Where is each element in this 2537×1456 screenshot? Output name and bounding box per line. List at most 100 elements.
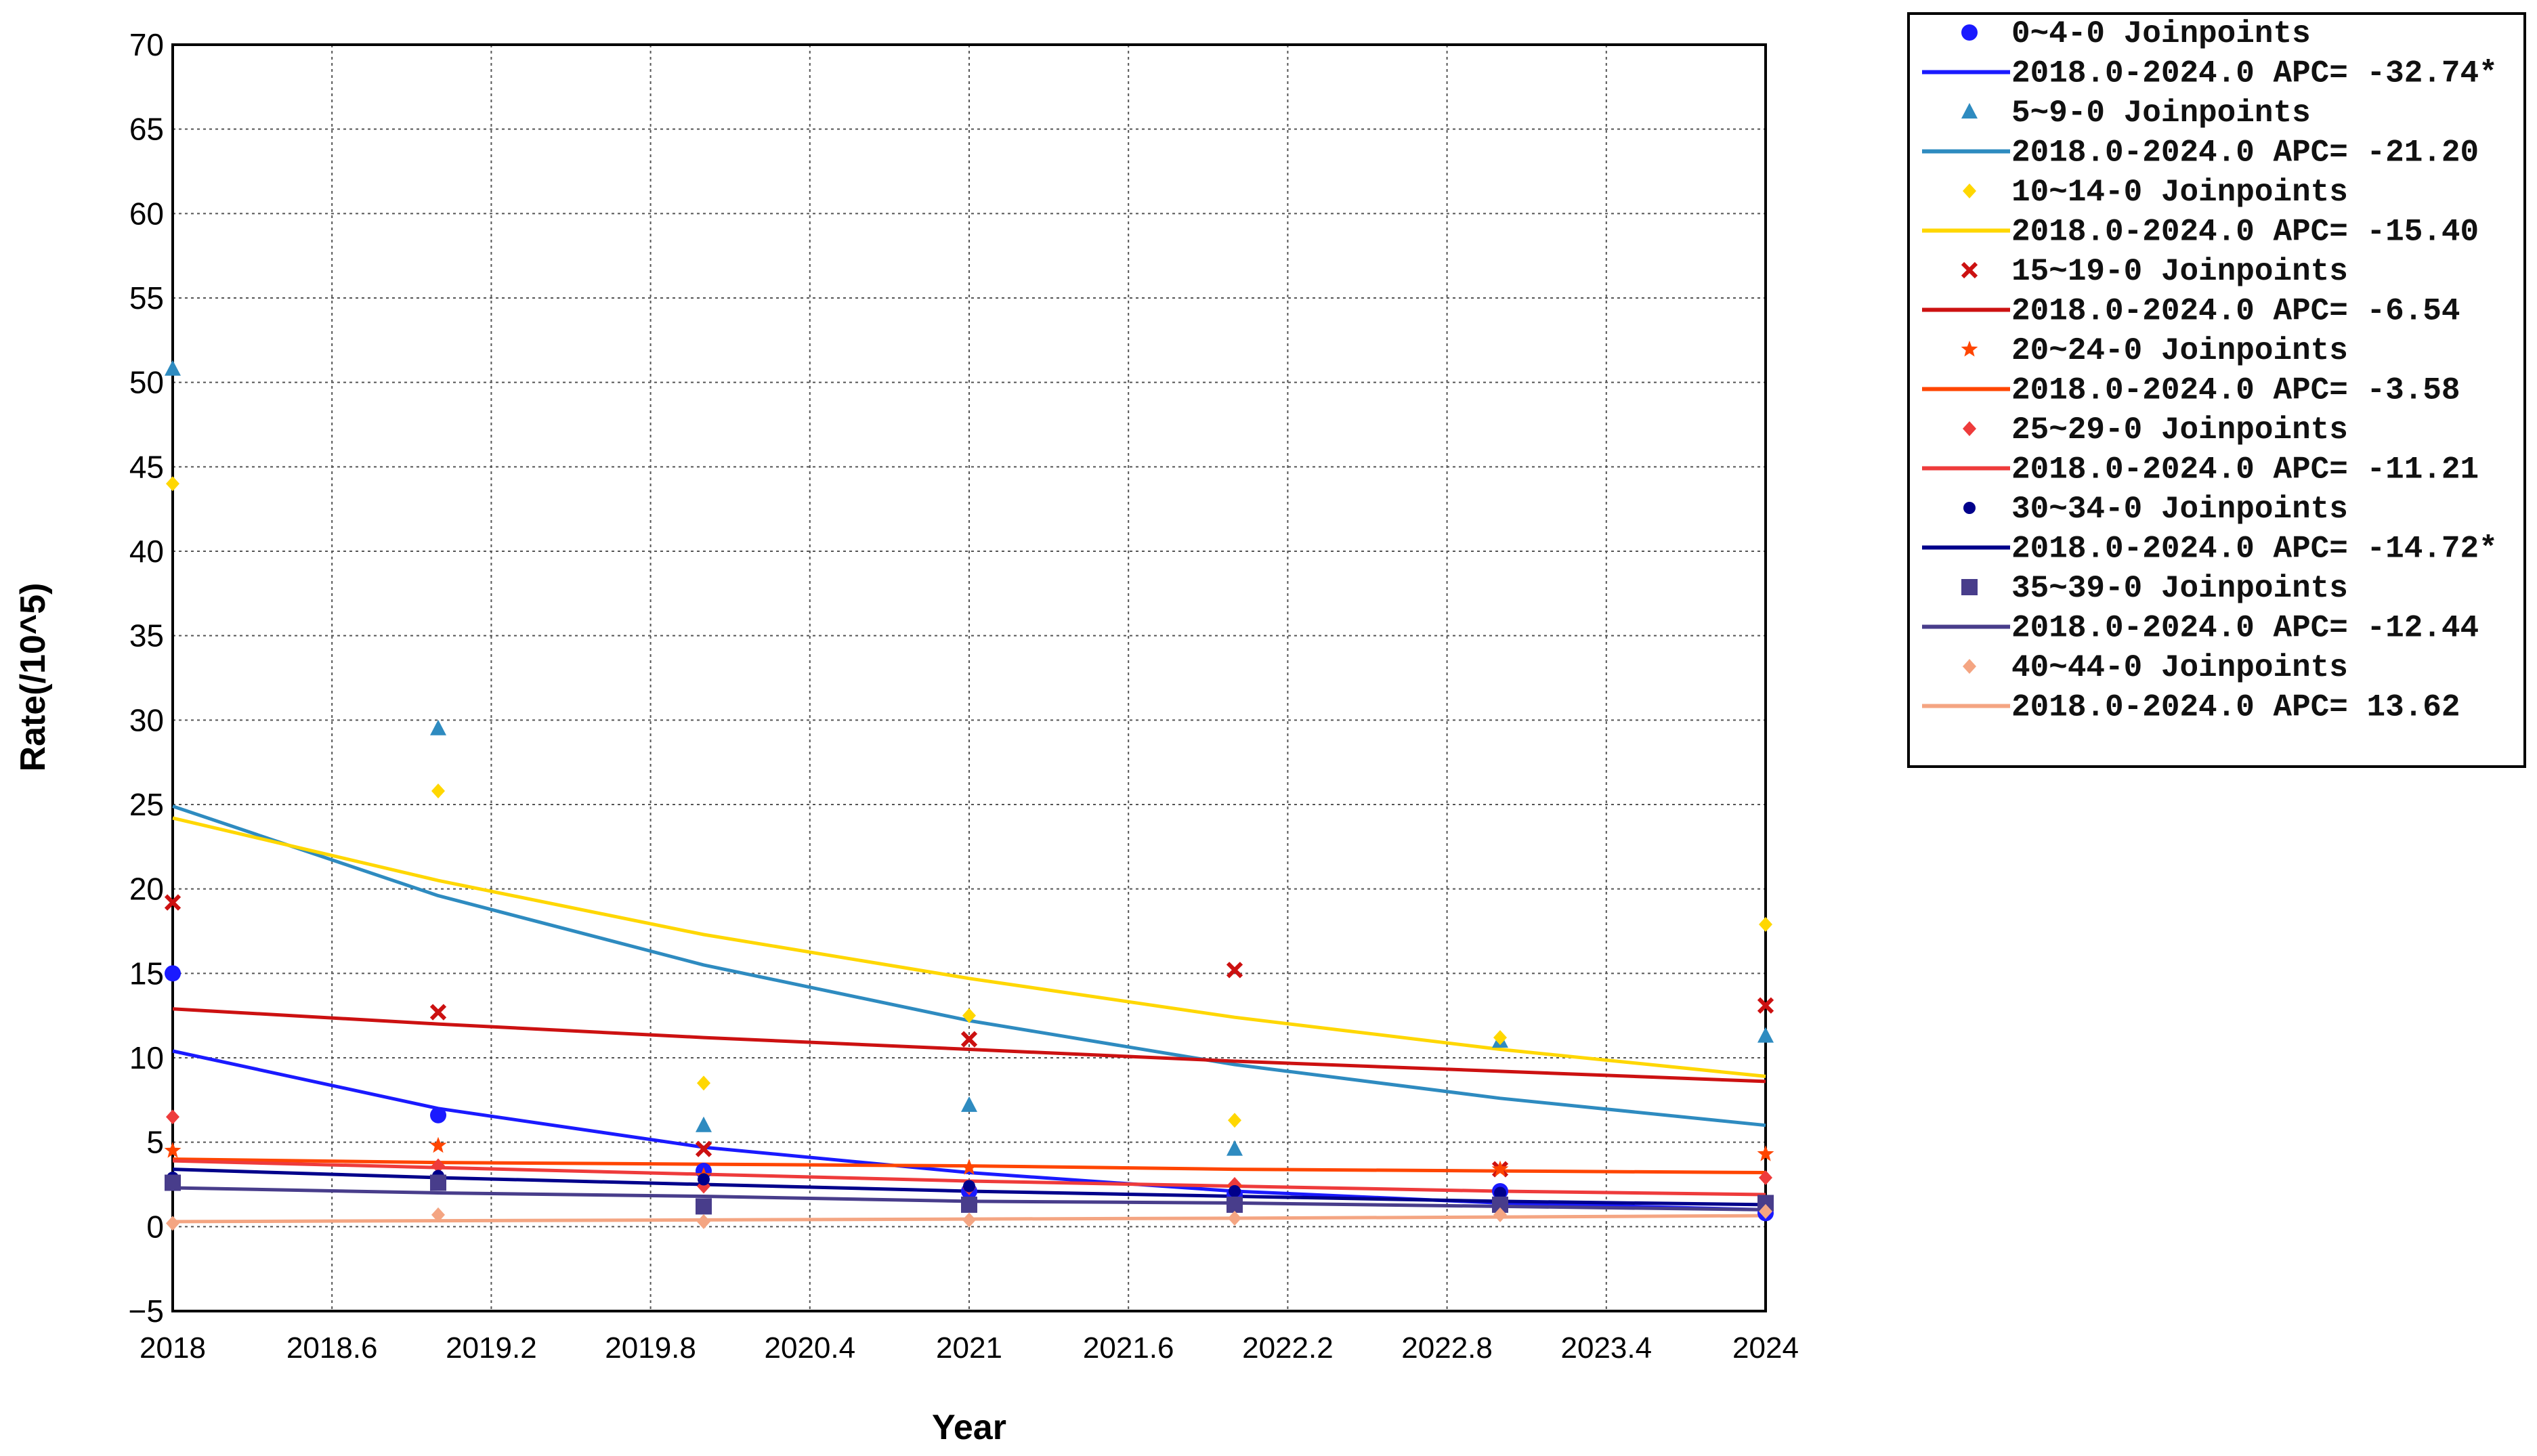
- observed-point-1: [430, 1107, 446, 1123]
- y-tick-label: 15: [129, 956, 164, 991]
- observed-point-4: [1226, 962, 1243, 979]
- observed-point-4: [695, 1140, 712, 1157]
- observed-point-5: [960, 1159, 978, 1175]
- observed-point-7: [698, 1173, 710, 1186]
- legend-series-name: 25~29-0 Joinpoints: [2011, 412, 2348, 448]
- legend-marker-2: [1961, 103, 1978, 119]
- fit-line-4: [172, 1007, 1766, 1084]
- y-tick-label: 70: [129, 27, 164, 62]
- observed-point-6: [431, 1158, 445, 1174]
- plot-frame: [171, 43, 1767, 1312]
- legend-marker-4: [1961, 261, 1978, 279]
- observed-point-9: [1759, 1203, 1772, 1219]
- x-tick-label: 2022.2: [1242, 1331, 1334, 1365]
- x-tick-label: 2019.2: [446, 1331, 537, 1365]
- observed-point-7: [963, 1180, 975, 1193]
- legend-marker-3: [1963, 184, 1976, 198]
- observed-point-3: [697, 1075, 710, 1091]
- observed-point-6: [166, 1109, 179, 1125]
- legend-series-name: 10~14-0 Joinpoints: [2011, 175, 2348, 210]
- observed-point-9: [431, 1207, 445, 1222]
- y-tick-label: 35: [129, 618, 164, 654]
- fit-line-3: [172, 816, 1766, 1078]
- observed-point-8: [430, 1174, 446, 1191]
- observed-point-9: [962, 1212, 976, 1228]
- legend: 0~4-0 Joinpoints 2018.0-2024.0 APC= -32.7…: [1907, 12, 2526, 768]
- x-axis-title: Year: [932, 1408, 1006, 1447]
- legend-fit-label: 2018.0-2024.0 APC= -12.44: [2011, 611, 2479, 646]
- legend-series-name: 0~4-0 Joinpoints: [2011, 16, 2311, 51]
- observed-point-2: [961, 1096, 977, 1112]
- legend-series-name: 15~19-0 Joinpoints: [2011, 254, 2348, 289]
- observed-point-9: [1493, 1207, 1507, 1222]
- observed-point-3: [1228, 1113, 1241, 1128]
- observed-point-8: [696, 1198, 712, 1215]
- observed-point-2: [165, 360, 181, 376]
- legend-series-name: 35~39-0 Joinpoints: [2011, 571, 2348, 606]
- legend-marker-5: [1961, 341, 1978, 357]
- observed-point-7: [1494, 1186, 1506, 1199]
- legend-marker-6: [1963, 421, 1976, 436]
- observed-point-3: [962, 1008, 976, 1023]
- legend-box: [1907, 12, 2526, 768]
- observed-point-4: [164, 894, 182, 911]
- legend-fit-label: 2018.0-2024.0 APC= -11.21: [2011, 452, 2479, 488]
- legend-fit-label: 2018.0-2024.0 APC= -15.40: [2011, 215, 2479, 250]
- y-tick-label: 25: [129, 787, 164, 822]
- y-tick-label: 50: [129, 365, 164, 400]
- observed-point-2: [696, 1116, 712, 1132]
- y-tick-label: 0: [146, 1209, 164, 1244]
- y-tick-label: 30: [129, 702, 164, 737]
- legend-fit-label: 2018.0-2024.0 APC= -21.20: [2011, 135, 2479, 171]
- observed-point-4: [1757, 997, 1774, 1014]
- observed-point-5: [164, 1142, 182, 1158]
- y-tick-label: 5: [146, 1125, 164, 1160]
- observed-point-2: [430, 719, 446, 735]
- observed-point-3: [431, 784, 445, 799]
- legend-marker-8: [1961, 579, 1978, 595]
- x-tick-label: 2021: [936, 1331, 1002, 1365]
- observed-point-3: [166, 476, 179, 492]
- x-tick-label: 2020.4: [765, 1331, 856, 1365]
- observed-point-9: [1228, 1210, 1241, 1226]
- x-axis-ticks: 2018 2018.6 2019.2 2019.8 2020.4 2021 2021.6 20…: [140, 1331, 1799, 1365]
- observed-point-5: [1757, 1145, 1774, 1161]
- legend-marker-9: [1963, 659, 1976, 674]
- observed-point-5: [1491, 1160, 1509, 1177]
- observed-point-8: [961, 1196, 977, 1213]
- y-axis-title: Rate(/10^5): [14, 583, 53, 772]
- y-tick-label: 40: [129, 534, 164, 569]
- x-tick-label: 2022.8: [1401, 1331, 1493, 1365]
- y-tick-label: −5: [129, 1293, 164, 1329]
- observed-point-1: [165, 965, 181, 982]
- observed-point-8: [165, 1174, 181, 1191]
- observed-point-2: [1757, 1027, 1774, 1043]
- legend-fit-label: 2018.0-2024.0 APC= -14.72*: [2011, 532, 2498, 567]
- observed-point-9: [166, 1216, 179, 1231]
- observed-point-4: [429, 1004, 447, 1021]
- observed-point-3: [1759, 917, 1772, 933]
- legend-series-name: 5~9-0 Joinpoints: [2011, 95, 2311, 131]
- legend-marker-1: [1961, 24, 1978, 41]
- x-tick-label: 2021.6: [1083, 1331, 1174, 1365]
- legend-fit-label: 2018.0-2024.0 APC= 13.62: [2011, 690, 2460, 725]
- y-tick-label: 60: [129, 196, 164, 231]
- legend-fit-label: 2018.0-2024.0 APC= -32.74*: [2011, 56, 2498, 91]
- x-tick-label: 2018.6: [286, 1331, 378, 1365]
- observed-point-2: [1227, 1140, 1243, 1156]
- x-tick-label: 2018: [140, 1331, 206, 1365]
- x-tick-label: 2024: [1732, 1331, 1799, 1365]
- observed-point-5: [429, 1136, 447, 1153]
- observed-point-7: [1229, 1184, 1241, 1197]
- observed-point-6: [1759, 1170, 1772, 1186]
- y-tick-label: 45: [129, 449, 164, 484]
- legend-series-name: 40~44-0 Joinpoints: [2011, 650, 2348, 685]
- legend-series-name: 30~34-0 Joinpoints: [2011, 492, 2348, 527]
- legend-fit-label: 2018.0-2024.0 APC= -6.54: [2011, 294, 2460, 329]
- y-tick-label: 65: [129, 112, 164, 147]
- x-tick-label: 2019.8: [605, 1331, 696, 1365]
- x-tick-label: 2023.4: [1561, 1331, 1653, 1365]
- observed-points: [164, 360, 1774, 1231]
